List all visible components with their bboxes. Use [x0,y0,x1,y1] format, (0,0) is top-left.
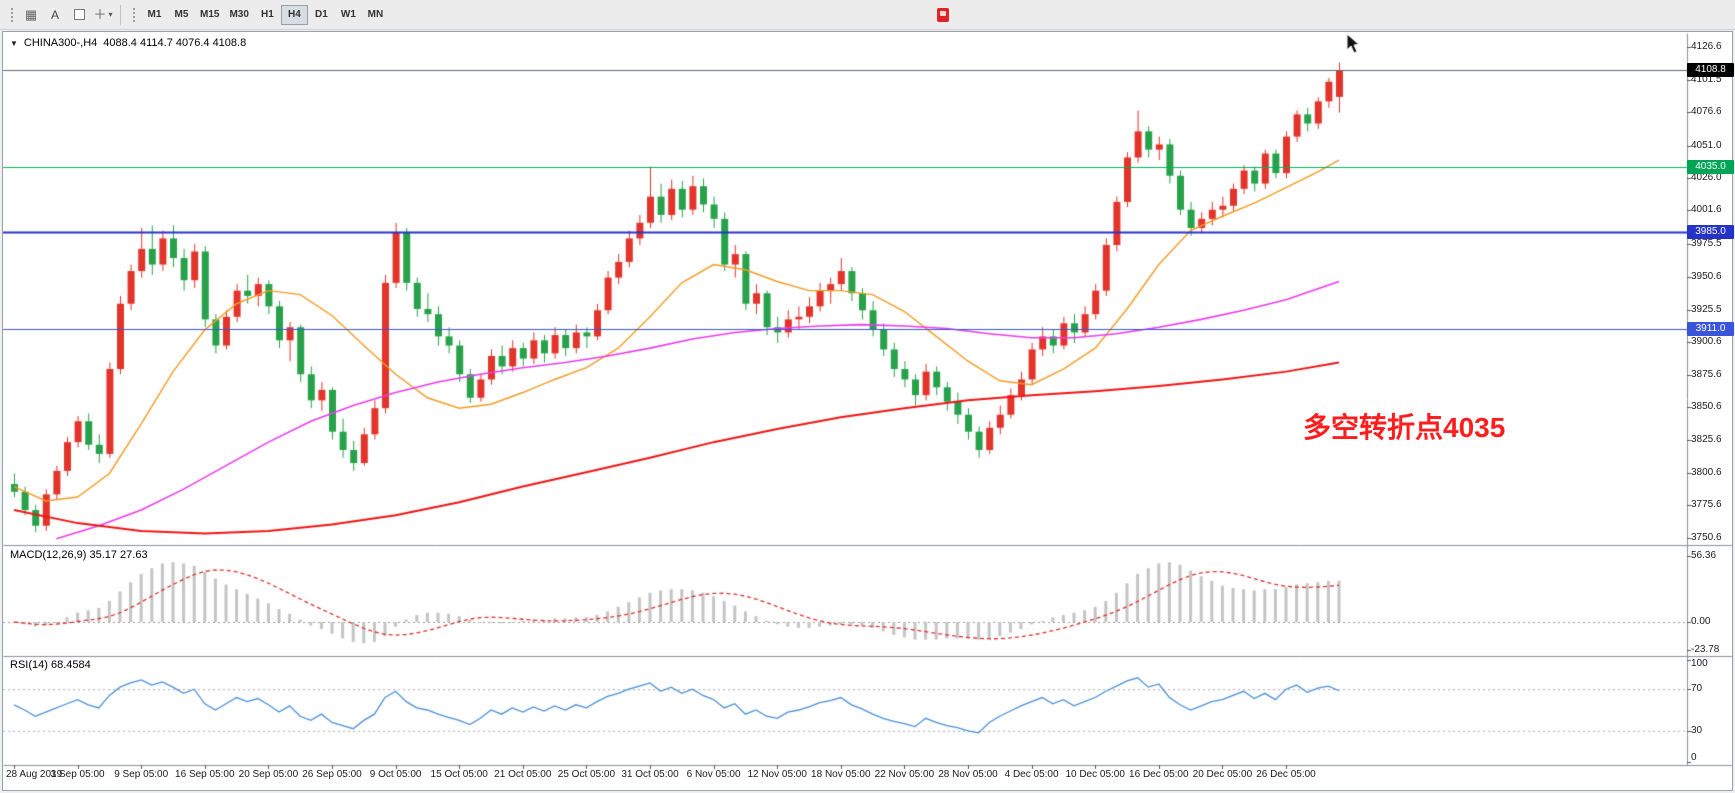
timeframe-group: M1 M5 M15 M30 H1 H4 D1 W1 MN [141,4,389,25]
annotate-a-button[interactable]: A [43,4,67,26]
crosshair-tool-button[interactable]: ＋ ▾ [91,4,115,26]
toolbar-drag-handle[interactable] [9,5,14,24]
chevron-down-icon: ▾ [108,10,113,19]
red-plugin-icon[interactable] [936,7,949,22]
frame-icon [73,9,85,20]
toolbar-separator [120,4,121,25]
timeframe-h4-button[interactable]: H4 [280,4,308,25]
timeframe-m30-button[interactable]: M30 [224,5,253,25]
timeframe-m1-button[interactable]: M1 [141,5,168,25]
timeframe-m15-button[interactable]: M15 [195,5,224,25]
frame-tool-button[interactable] [67,4,91,26]
timeframe-w1-button[interactable]: W1 [335,5,362,25]
timeframe-mn-button[interactable]: MN [362,5,389,25]
toolbar-drag-handle[interactable] [131,5,136,24]
chart-window-button[interactable]: ▦ [19,4,43,26]
letter-a-icon: A [50,7,59,22]
main-toolbar: ▦ A ＋ ▾ M1 M5 M15 M30 H1 H4 D1 W1 MN [0,0,1735,30]
chart-grid-icon: ▦ [24,7,38,22]
timeframe-h1-button[interactable]: H1 [254,5,281,25]
timeframe-d1-button[interactable]: D1 [308,5,335,25]
timeframe-m5-button[interactable]: M5 [168,5,195,25]
crosshair-icon: ＋ [93,7,107,22]
